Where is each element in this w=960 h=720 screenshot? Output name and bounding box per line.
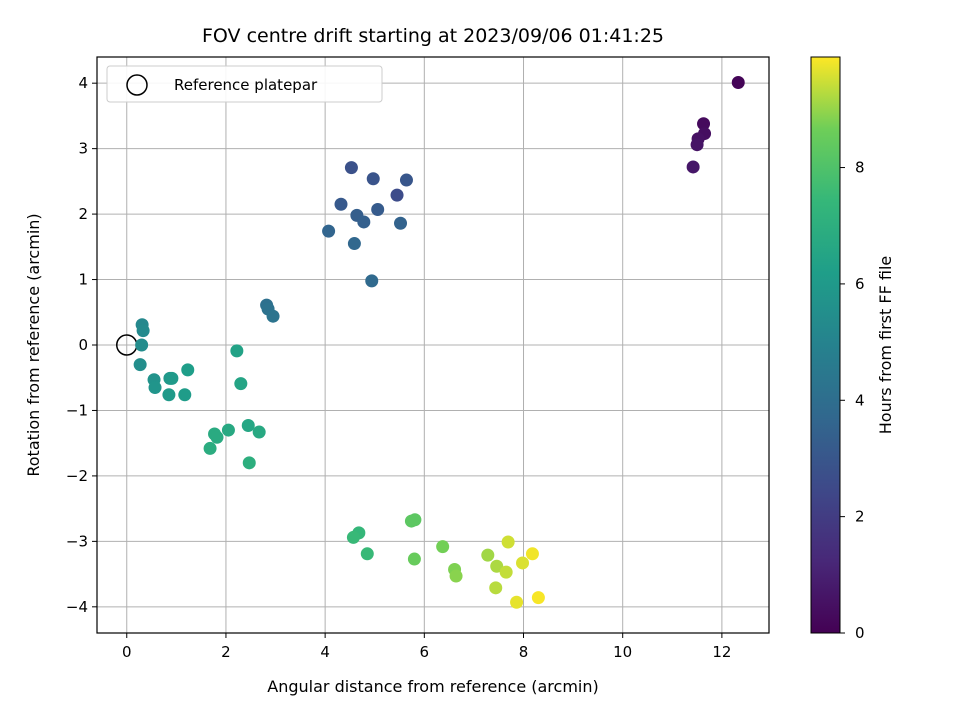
- data-point: [347, 237, 361, 251]
- y-tick-label: 1: [78, 271, 88, 289]
- data-point: [525, 547, 539, 561]
- data-point: [357, 215, 371, 229]
- legend-label-reference: Reference platepar: [174, 76, 318, 94]
- data-point: [489, 581, 503, 595]
- data-point: [481, 548, 495, 562]
- data-point: [360, 547, 374, 561]
- y-tick-label: 4: [78, 74, 88, 92]
- data-point: [136, 324, 150, 338]
- y-tick-label: −3: [66, 532, 88, 550]
- data-point: [697, 117, 711, 131]
- data-point: [334, 197, 348, 211]
- y-axis-label: Rotation from reference (arcmin): [24, 213, 43, 476]
- data-point: [241, 419, 255, 433]
- y-tick-label: −4: [66, 598, 88, 616]
- data-point: [203, 441, 217, 455]
- colorbar-tick-label: 6: [855, 275, 865, 293]
- data-point: [133, 358, 147, 372]
- data-point: [266, 309, 280, 323]
- data-point: [230, 344, 244, 358]
- colorbar-label: Hours from first FF file: [876, 256, 895, 435]
- x-tick-label: 0: [122, 643, 132, 661]
- x-tick-label: 6: [420, 643, 430, 661]
- data-point: [210, 430, 224, 444]
- data-point: [436, 540, 450, 554]
- grid-lines: [97, 57, 769, 633]
- data-point: [510, 595, 524, 609]
- y-tick-label: 3: [78, 140, 88, 158]
- data-point: [407, 552, 421, 566]
- data-point: [165, 371, 179, 385]
- x-tick-label: 10: [613, 643, 632, 661]
- data-point: [371, 203, 385, 217]
- y-tick-label: 2: [78, 205, 88, 223]
- colorbar: 0 2 4 6 8 Hours from first FF file: [810, 56, 895, 642]
- data-point: [365, 274, 379, 288]
- colorbar-tick-label: 2: [855, 508, 865, 526]
- y-tick-label: −1: [66, 401, 88, 419]
- data-point: [344, 161, 358, 175]
- colorbar-gradient: [810, 56, 841, 634]
- data-point: [501, 535, 515, 549]
- data-point: [162, 388, 176, 402]
- data-point: [490, 559, 504, 573]
- chart-title: FOV centre drift starting at 2023/09/06 …: [202, 25, 664, 47]
- legend-box: [106, 65, 383, 103]
- x-tick-label: 8: [519, 643, 529, 661]
- data-point: [731, 76, 745, 90]
- plot-frame: [96, 56, 770, 634]
- x-tick-label: 4: [320, 643, 330, 661]
- colorbar-tick-label: 4: [855, 391, 865, 409]
- y-tick-label: −2: [66, 467, 88, 485]
- data-point: [408, 513, 422, 527]
- data-point: [516, 556, 530, 570]
- data-point: [346, 530, 360, 544]
- x-axis-label: Angular distance from reference (arcmin): [267, 677, 598, 696]
- data-points: [133, 76, 745, 609]
- data-point: [322, 224, 336, 238]
- data-point: [242, 456, 256, 470]
- data-point: [148, 381, 162, 395]
- colorbar-tick-label: 8: [855, 159, 865, 177]
- data-point: [399, 173, 413, 187]
- y-axis-ticks: −4 −3 −2 −1 0 1 2 3 4: [66, 74, 97, 616]
- data-point: [181, 363, 195, 377]
- x-tick-label: 2: [221, 643, 231, 661]
- legend-marker-reference: [126, 74, 148, 96]
- data-point: [135, 338, 149, 352]
- data-point: [686, 160, 700, 174]
- data-point: [394, 216, 408, 230]
- data-point: [499, 565, 513, 579]
- data-point: [252, 425, 266, 439]
- y-tick-label: 0: [78, 336, 88, 354]
- x-axis-ticks: 0 2 4 6 8 10 12: [122, 633, 731, 661]
- colorbar-tick-label: 0: [855, 624, 865, 642]
- data-point: [690, 138, 704, 152]
- colorbar-ticks: 0 2 4 6 8: [840, 159, 865, 642]
- x-tick-label: 12: [712, 643, 731, 661]
- data-point: [366, 172, 380, 186]
- data-point: [390, 188, 404, 202]
- data-point: [449, 569, 463, 583]
- legend: Reference platepar: [106, 65, 383, 103]
- data-point: [221, 423, 235, 437]
- data-point: [531, 591, 545, 605]
- data-point: [178, 388, 192, 402]
- data-point: [234, 377, 248, 391]
